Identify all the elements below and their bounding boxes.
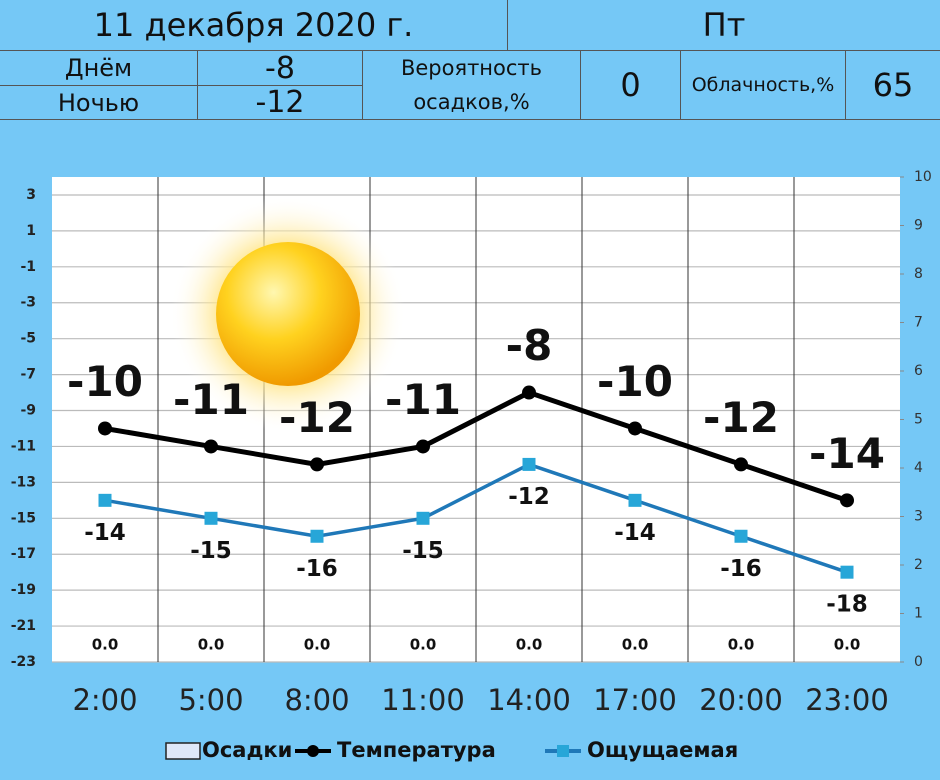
y-tick-label: -21 bbox=[11, 618, 36, 634]
x-tick-label: 23:00 bbox=[805, 683, 889, 717]
y-tick-label: -17 bbox=[11, 546, 36, 562]
bar-value-label: 0.0 bbox=[304, 636, 331, 654]
x-tick-label: 2:00 bbox=[72, 683, 137, 717]
legend-label: Осадки bbox=[202, 738, 292, 762]
point-marker bbox=[522, 457, 536, 471]
x-tick-label: 8:00 bbox=[284, 683, 349, 717]
point-label: -12 bbox=[279, 393, 355, 442]
point-marker bbox=[204, 439, 218, 454]
point-label: -15 bbox=[190, 538, 232, 564]
legend-marker bbox=[307, 745, 319, 757]
cloud-label: Облачность,% bbox=[681, 51, 846, 120]
y-tick-label: -13 bbox=[11, 474, 36, 490]
point-label: -8 bbox=[506, 321, 553, 370]
y-tick-label: -15 bbox=[11, 510, 36, 526]
point-label: -11 bbox=[385, 375, 461, 424]
point-marker bbox=[734, 529, 748, 543]
point-marker bbox=[310, 529, 324, 543]
point-label: -18 bbox=[826, 592, 868, 618]
y2-tick-label: 7 bbox=[914, 315, 923, 331]
y-tick-label: -3 bbox=[20, 295, 36, 311]
y2-tick-label: 4 bbox=[914, 460, 923, 476]
x-tick-label: 17:00 bbox=[593, 683, 677, 717]
day-label: Днём bbox=[0, 51, 198, 86]
y2-tick-label: 3 bbox=[914, 509, 923, 525]
y2-tick-label: 8 bbox=[914, 266, 923, 282]
point-label: -14 bbox=[84, 520, 126, 546]
point-label: -12 bbox=[508, 484, 550, 510]
point-label: -10 bbox=[597, 357, 673, 406]
sun bbox=[170, 196, 406, 432]
y2-tick-label: 6 bbox=[914, 363, 923, 379]
series-line bbox=[104, 389, 848, 503]
y2-tick-label: 9 bbox=[914, 218, 923, 234]
point-marker bbox=[840, 493, 854, 508]
bar-value-label: 0.0 bbox=[516, 636, 543, 654]
night-value: -12 bbox=[198, 85, 363, 120]
point-marker bbox=[416, 511, 430, 525]
y-tick-label: 1 bbox=[26, 223, 36, 239]
y-tick-label: -5 bbox=[20, 331, 36, 347]
point-marker bbox=[416, 439, 430, 454]
point-marker bbox=[522, 385, 536, 400]
y2-tick-label: 10 bbox=[914, 169, 932, 185]
point-marker bbox=[628, 421, 642, 436]
bar-value-label: 0.0 bbox=[622, 636, 649, 654]
bar-value-label: 0.0 bbox=[92, 636, 119, 654]
y2-tick-label: 5 bbox=[914, 412, 923, 428]
x-tick-label: 14:00 bbox=[487, 683, 571, 717]
y2-tick-label: 1 bbox=[914, 606, 923, 622]
y2-tick-label: 0 bbox=[914, 654, 923, 670]
date: 11 декабря 2020 г. bbox=[0, 0, 508, 51]
bar-value-label: 0.0 bbox=[728, 636, 755, 654]
legend-label: Ощущаемая bbox=[587, 738, 738, 762]
point-marker bbox=[204, 511, 218, 525]
point-label: -14 bbox=[809, 429, 885, 478]
y-tick-label: -23 bbox=[11, 654, 36, 670]
legend-label: Температура bbox=[337, 738, 496, 762]
night-label: Ночью bbox=[0, 86, 198, 120]
point-label: -14 bbox=[614, 520, 656, 546]
point-marker bbox=[840, 565, 854, 579]
x-tick-label: 5:00 bbox=[178, 683, 243, 717]
point-marker bbox=[310, 457, 324, 472]
y-tick-label: 3 bbox=[26, 187, 36, 203]
x-tick-label: 11:00 bbox=[381, 683, 465, 717]
y-tick-label: -7 bbox=[20, 367, 36, 383]
y-tick-label: -9 bbox=[20, 403, 36, 419]
point-marker bbox=[628, 493, 642, 507]
point-label: -16 bbox=[296, 556, 338, 582]
x-tick-label: 20:00 bbox=[699, 683, 783, 717]
point-label: -12 bbox=[703, 393, 779, 442]
point-label: -11 bbox=[173, 375, 249, 424]
y-tick-label: -1 bbox=[20, 259, 36, 275]
point-label: -16 bbox=[720, 556, 762, 582]
precip-value: 0 bbox=[581, 51, 681, 120]
point-marker bbox=[98, 421, 112, 436]
cloud-value: 65 bbox=[846, 51, 940, 120]
day-value: -8 bbox=[198, 51, 363, 86]
point-label: -10 bbox=[67, 357, 143, 406]
point-marker bbox=[734, 457, 748, 472]
point-label: -15 bbox=[402, 538, 444, 564]
bar-value-label: 0.0 bbox=[834, 636, 861, 654]
point-marker bbox=[98, 493, 112, 507]
weekday: Пт bbox=[508, 0, 940, 51]
precip-label: Вероятность осадков,% bbox=[363, 51, 581, 120]
bar-value-label: 0.0 bbox=[410, 636, 437, 654]
series-line bbox=[104, 462, 848, 574]
legend-marker bbox=[557, 745, 569, 757]
y-tick-label: -11 bbox=[11, 438, 36, 454]
bar-value-label: 0.0 bbox=[198, 636, 225, 654]
legend-swatch bbox=[165, 742, 201, 760]
y2-tick-label: 2 bbox=[914, 557, 923, 573]
y-tick-label: -19 bbox=[11, 582, 36, 598]
